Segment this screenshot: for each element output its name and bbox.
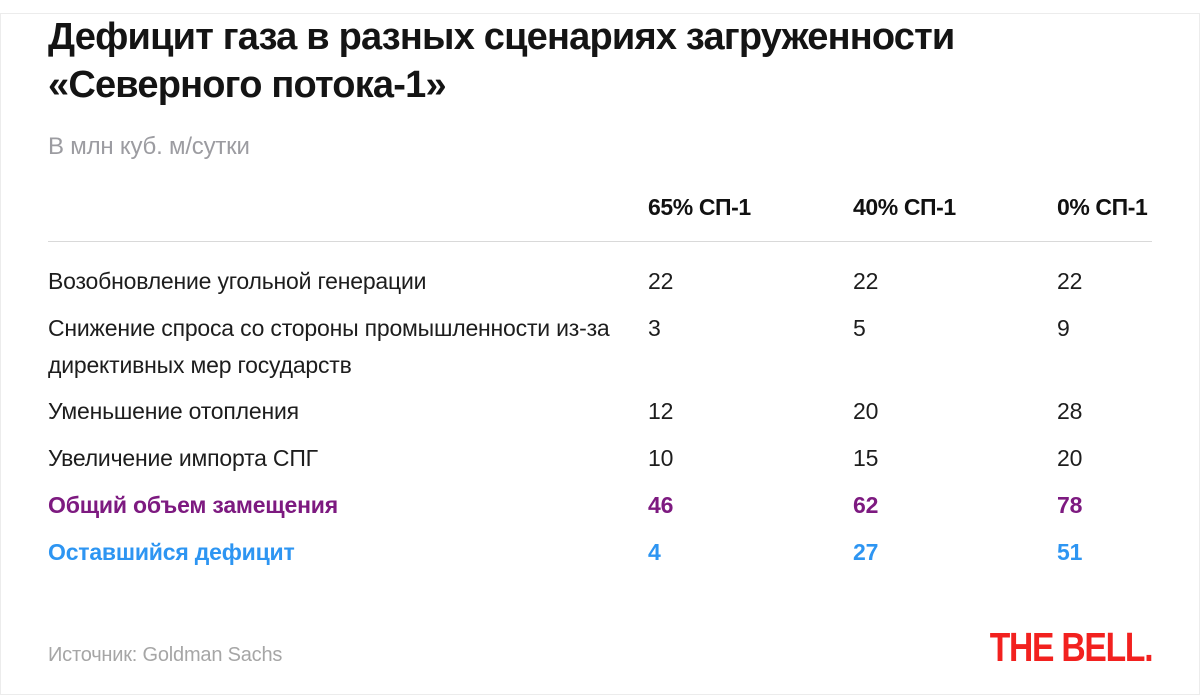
- infographic-page: Дефицит газа в разных сценариях загружен…: [0, 13, 1200, 695]
- column-header-65: 65% СП-1: [648, 194, 751, 220]
- units-subtitle: В млн куб. м/сутки: [48, 133, 250, 160]
- source-label: Источник: Goldman Sachs: [48, 644, 283, 666]
- value-cell: 15: [853, 445, 879, 472]
- table-body: Возобновление угольной генерации 22 22 2…: [48, 242, 1152, 576]
- row-label: Снижение спроса со стороны промышленност…: [48, 314, 610, 378]
- value-cell: 5: [853, 314, 866, 341]
- table-row-total-replacement: Общий объем замещения 46 62 78: [48, 482, 1152, 529]
- the-bell-logo: THE BELL.: [989, 624, 1153, 670]
- footer: Источник: Goldman Sachs THE BELL.: [48, 624, 1153, 671]
- row-label: Общий объем замещения: [48, 491, 338, 518]
- value-cell: 78: [1057, 491, 1083, 518]
- row-label: Увеличение импорта СПГ: [48, 445, 318, 472]
- value-cell: 9: [1057, 314, 1070, 341]
- value-cell: 22: [1057, 268, 1083, 294]
- column-header-empty: [48, 195, 648, 241]
- table-row-coal: Возобновление угольной генерации 22 22 2…: [48, 258, 1152, 305]
- data-table: 65% СП-1 40% СП-1 0% СП-1 Возобновление …: [48, 195, 1152, 576]
- table-row-heating: Уменьшение отопления 12 20 28: [48, 388, 1152, 435]
- value-cell: 46: [648, 491, 674, 518]
- row-label: Уменьшение отопления: [48, 398, 299, 425]
- column-header-0: 0% СП-1: [1057, 194, 1148, 220]
- table-row-industry-demand: Снижение спроса со стороны промышленност…: [48, 305, 1152, 389]
- value-cell: 62: [853, 491, 879, 518]
- row-label: Возобновление угольной генерации: [48, 268, 427, 294]
- value-cell: 10: [648, 445, 674, 472]
- value-cell: 27: [853, 538, 879, 565]
- value-cell: 22: [648, 268, 674, 294]
- value-cell: 20: [1057, 445, 1083, 472]
- value-cell: 3: [648, 314, 661, 341]
- value-cell: 22: [853, 268, 879, 294]
- column-header-40: 40% СП-1: [853, 194, 956, 220]
- table-header-row: 65% СП-1 40% СП-1 0% СП-1: [48, 195, 1152, 242]
- value-cell: 51: [1057, 538, 1083, 565]
- page-title: Дефицит газа в разных сценариях загружен…: [48, 16, 955, 106]
- value-cell: 4: [648, 538, 661, 565]
- table-row-lng-import: Увеличение импорта СПГ 10 15 20: [48, 435, 1152, 482]
- row-label: Оставшийся дефицит: [48, 538, 295, 565]
- value-cell: 28: [1057, 398, 1083, 425]
- table-row-remaining-deficit: Оставшийся дефицит 4 27 51: [48, 529, 1152, 576]
- value-cell: 20: [853, 398, 879, 425]
- value-cell: 12: [648, 398, 674, 425]
